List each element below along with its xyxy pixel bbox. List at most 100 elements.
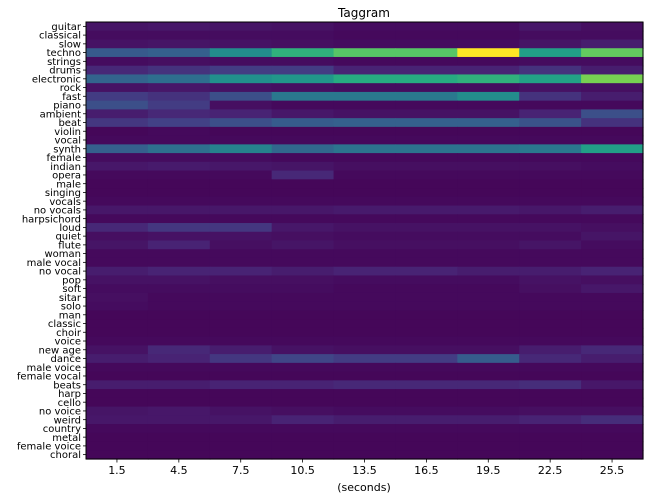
heatmap-cell (147, 22, 211, 32)
heatmap-cell (457, 397, 520, 408)
heatmap-cell (333, 327, 397, 338)
heatmap-cell (271, 223, 335, 233)
heatmap-cell (457, 327, 520, 338)
chart-title: Taggram (337, 6, 390, 20)
heatmap-cell (395, 371, 458, 381)
heatmap-cell (333, 397, 397, 408)
heatmap-cell (333, 179, 397, 189)
heatmap-cell (209, 74, 273, 84)
heatmap-cell (457, 406, 520, 416)
heatmap-cell (147, 275, 211, 285)
heatmap-cell (271, 450, 335, 460)
heatmap-cell (271, 153, 335, 163)
y-tick-label: no voice (39, 407, 81, 418)
heatmap-cell (271, 118, 335, 128)
y-tick-label: cello (58, 398, 81, 409)
heatmap-cell (271, 91, 335, 102)
heatmap-cell (395, 310, 458, 320)
y-tick-label: no vocal (39, 267, 81, 278)
heatmap-cell (519, 301, 582, 312)
heatmap-cell (581, 126, 644, 137)
heatmap-cell (395, 65, 458, 76)
heatmap-cell (333, 266, 397, 277)
x-tick-label: 16.5 (414, 464, 439, 477)
heatmap-cell (209, 257, 273, 268)
heatmap-cell (581, 354, 644, 364)
y-tick-label: beats (53, 380, 81, 391)
heatmap-cell (209, 22, 273, 32)
heatmap-cell (457, 292, 520, 303)
y-tick-label: metal (52, 433, 81, 444)
heatmap-cell (395, 170, 458, 180)
heatmap-cell (86, 30, 149, 41)
y-tick-label: solo (61, 302, 81, 313)
heatmap-cell (333, 389, 397, 399)
heatmap-cell (333, 153, 397, 163)
heatmap-cell (271, 354, 335, 364)
heatmap-cell (457, 231, 520, 242)
heatmap-cell (271, 109, 335, 119)
y-tick-label: sitar (59, 293, 82, 304)
heatmap-cell (147, 266, 211, 277)
heatmap-cell (86, 266, 149, 277)
y-tick-label: electronic (32, 74, 81, 85)
heatmap-cell (271, 48, 335, 58)
heatmap-cell (333, 415, 397, 425)
heatmap-cell (457, 109, 520, 119)
heatmap-cell (86, 319, 149, 329)
heatmap-cell (457, 48, 520, 58)
heatmap-cell (457, 188, 520, 198)
heatmap-cell (86, 22, 149, 32)
heatmap-cell (457, 371, 520, 381)
heatmap-cell (333, 354, 397, 364)
heatmap-cell (209, 126, 273, 137)
heatmap-cell (86, 406, 149, 416)
heatmap-cell (519, 231, 582, 242)
heatmap-cell (333, 223, 397, 233)
heatmap-cell (147, 354, 211, 364)
heatmap-cell (333, 319, 397, 329)
heatmap-cell (209, 223, 273, 233)
heatmap-cell (457, 249, 520, 259)
heatmap-cell (519, 153, 582, 163)
heatmap-cell (519, 284, 582, 294)
heatmap-cell (86, 397, 149, 408)
heatmap-cell (86, 284, 149, 294)
heatmap-cell (395, 179, 458, 189)
heatmap-cell (209, 432, 273, 443)
heatmap-cell (457, 362, 520, 373)
heatmap-cell (395, 284, 458, 294)
heatmap-cell (581, 109, 644, 119)
heatmap-cell (86, 415, 149, 425)
heatmap-cell (519, 450, 582, 460)
heatmap-cell (333, 39, 397, 49)
heatmap-cell (581, 188, 644, 198)
heatmap-cell (86, 214, 149, 224)
heatmap-cell (519, 118, 582, 128)
heatmap-cell (147, 30, 211, 41)
y-tick-label: beat (58, 118, 81, 129)
heatmap-cell (209, 83, 273, 93)
heatmap-cell (271, 196, 335, 207)
heatmap-cell (581, 56, 644, 67)
y-tick-label: techno (47, 48, 81, 59)
heatmap-cell (86, 118, 149, 128)
heatmap-cell (271, 327, 335, 338)
x-tick-label: 1.5 (108, 464, 126, 477)
heatmap-cell (209, 284, 273, 294)
y-tick-label: indian (50, 162, 81, 173)
heatmap-cell (519, 39, 582, 49)
heatmap-cell (333, 450, 397, 460)
heatmap-cell (519, 109, 582, 119)
y-tick-label: weird (54, 415, 81, 426)
heatmap-cell (271, 30, 335, 41)
heatmap-cell (86, 74, 149, 84)
heatmap-cell (457, 153, 520, 163)
y-tick-label: vocal (55, 136, 81, 147)
y-tick-label: woman (44, 249, 81, 260)
heatmap-cell (209, 275, 273, 285)
heatmap-cell (147, 389, 211, 399)
heatmap-cell (519, 336, 582, 346)
heatmap-cell (209, 188, 273, 198)
heatmap-cell (519, 161, 582, 172)
